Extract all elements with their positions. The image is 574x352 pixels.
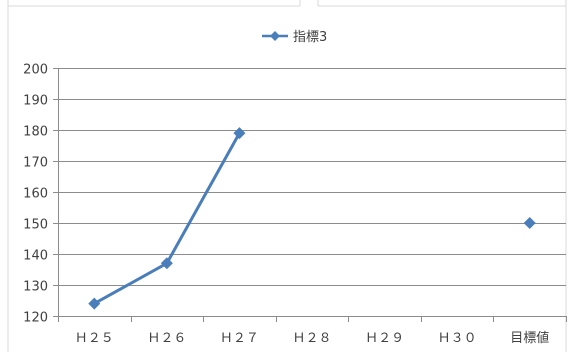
- data-point-marker: [160, 257, 173, 270]
- x-tick-label: 目標値: [510, 330, 549, 346]
- x-axis: Ｈ２５ Ｈ２６ Ｈ２７ Ｈ２８ Ｈ２９ Ｈ３０ 目標値: [58, 316, 567, 346]
- x-tick-label: Ｈ３０: [438, 331, 477, 346]
- y-tick-label: 180: [23, 125, 48, 140]
- legend-marker-icon: [270, 31, 280, 41]
- x-tick-label: Ｈ２６: [147, 331, 186, 346]
- chart-legend: 指標3: [262, 30, 327, 45]
- y-tick-label: 160: [23, 187, 48, 202]
- series-line: [93, 132, 241, 305]
- data-point-marker: [88, 297, 101, 310]
- y-tick-label: 200: [23, 63, 48, 78]
- x-tick-label: Ｈ２９: [365, 331, 404, 346]
- data-point-marker: [233, 127, 246, 140]
- y-tick-label: 140: [23, 249, 48, 264]
- y-gridlines: [58, 68, 566, 286]
- y-tick-label: 130: [23, 280, 48, 295]
- y-tick-label: 190: [23, 94, 48, 109]
- legend-label: 指標3: [293, 30, 327, 45]
- target-value-marker: [523, 217, 536, 229]
- x-tick-label: Ｈ２７: [220, 331, 259, 346]
- x-tick-label: Ｈ２８: [292, 331, 331, 346]
- y-tick-label: 150: [23, 218, 48, 233]
- y-tick-label: 120: [23, 311, 48, 326]
- x-tick-label: Ｈ２５: [75, 331, 114, 346]
- chart-frame: [7, 0, 567, 352]
- y-axis: 120 130 140 150 160 170 180 190 200: [23, 63, 59, 326]
- y-tick-label: 170: [23, 156, 48, 171]
- series-layer: [88, 127, 536, 310]
